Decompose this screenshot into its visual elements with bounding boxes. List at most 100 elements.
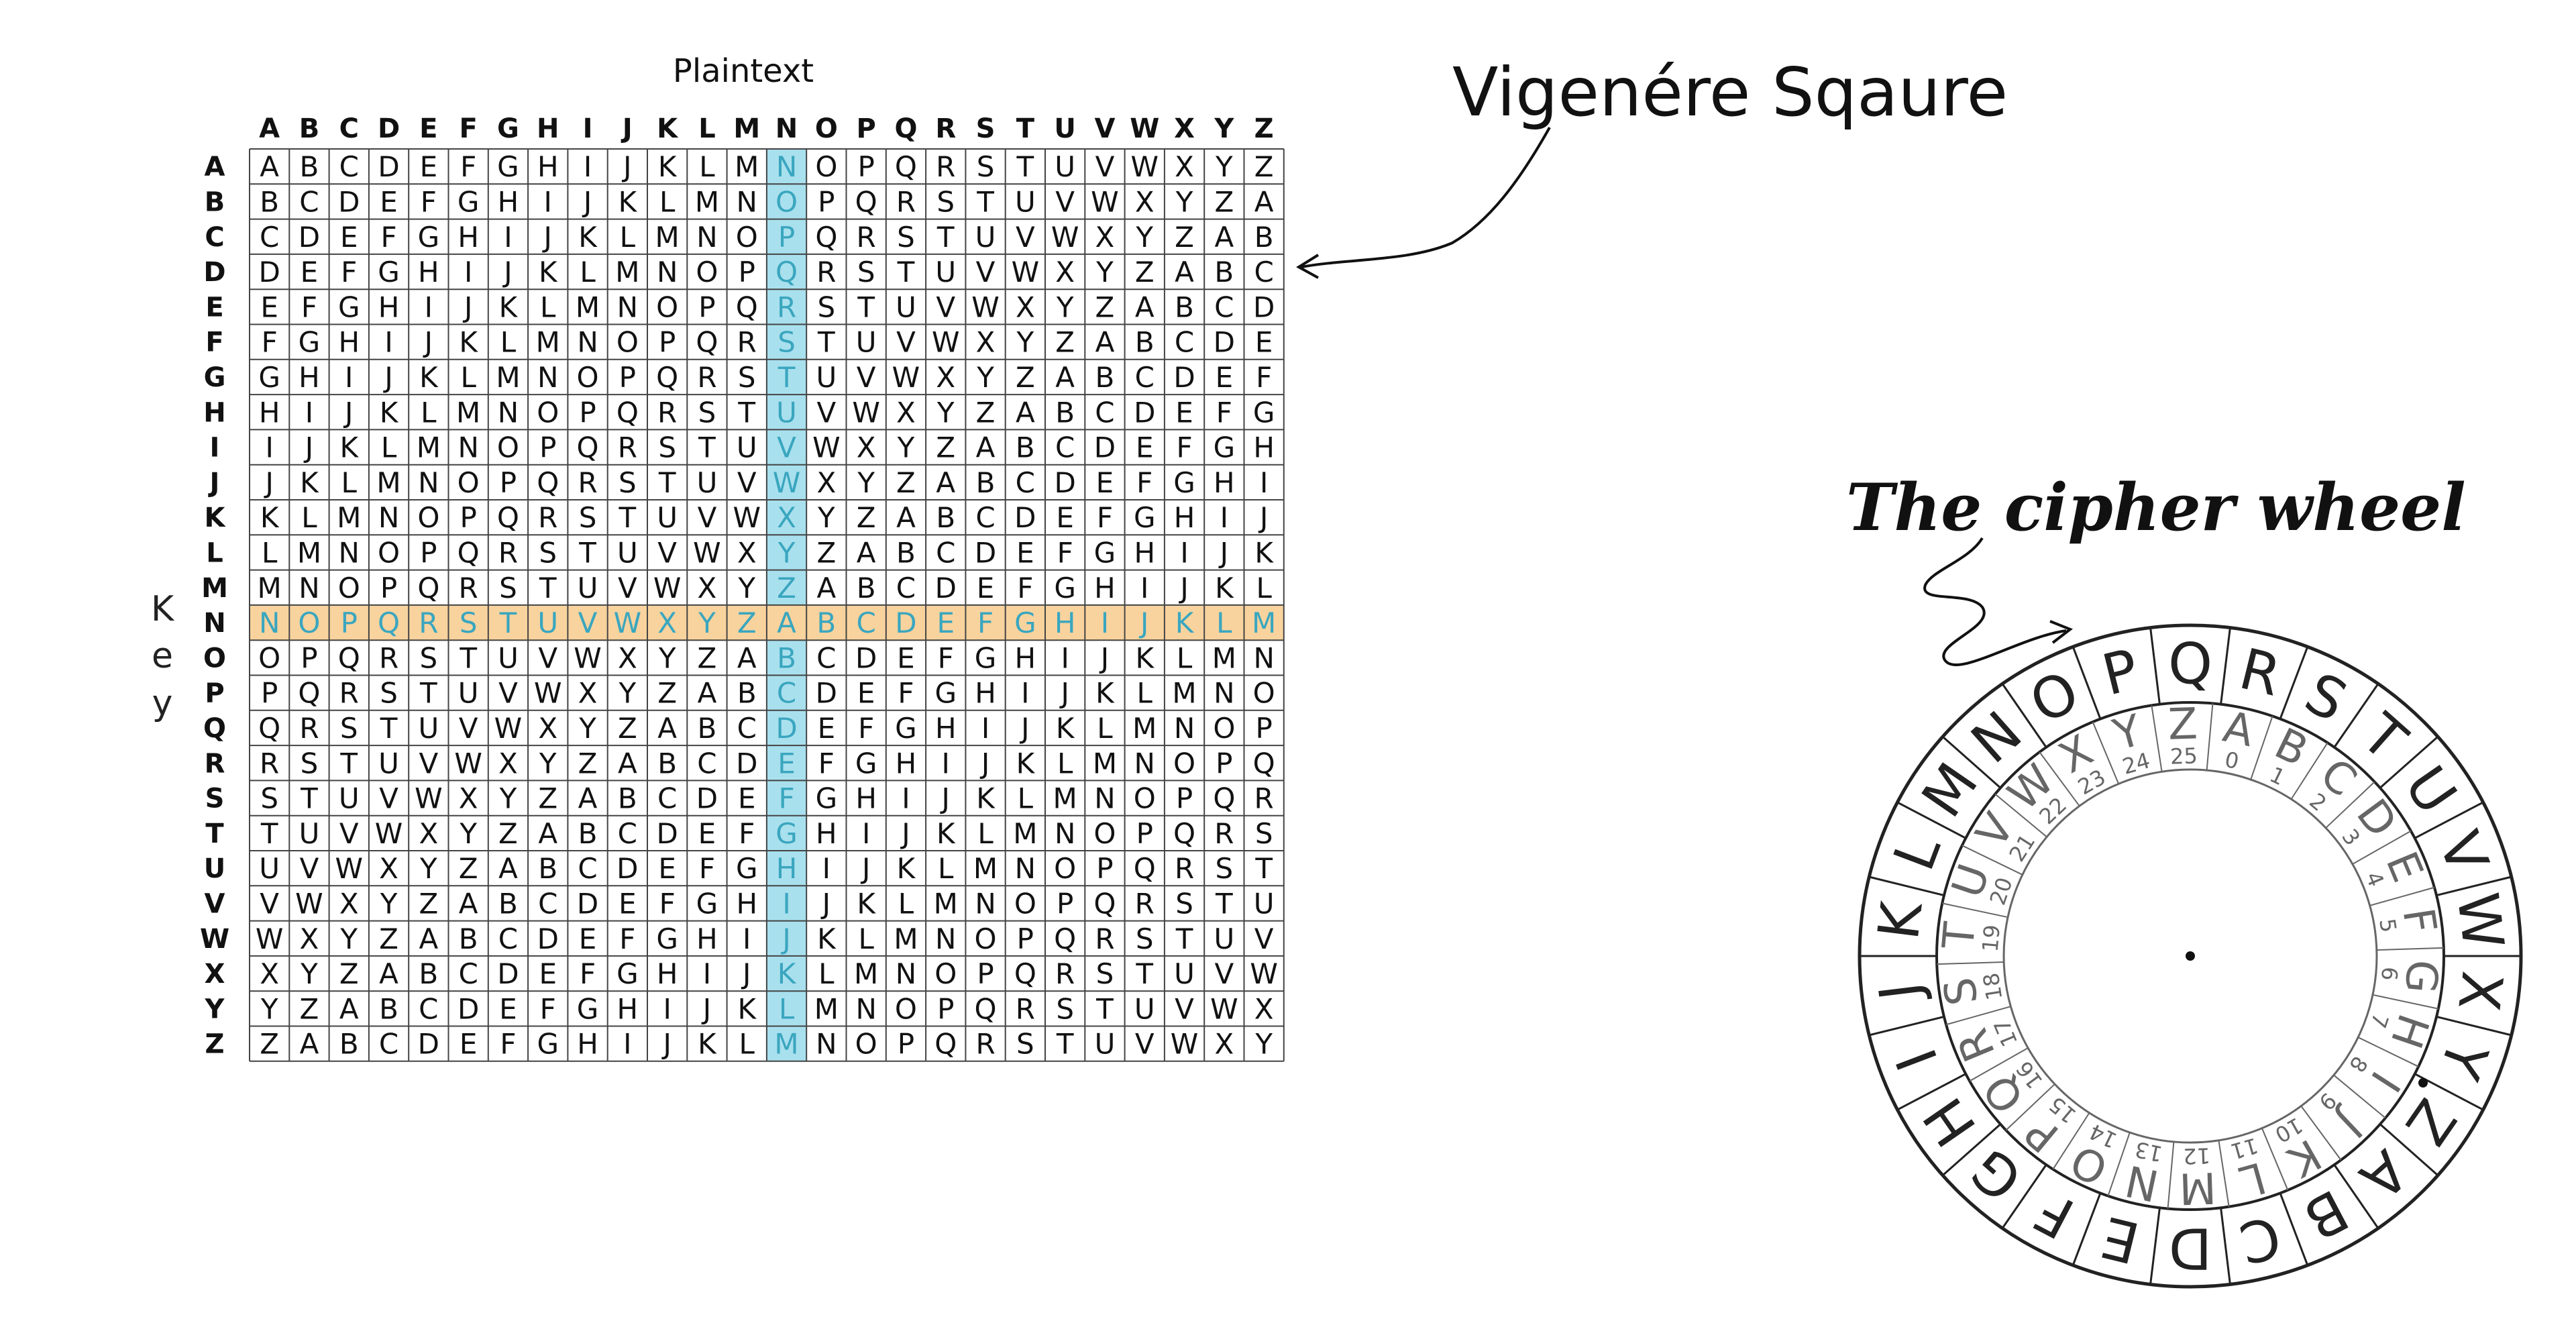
square-cell: A [1095, 326, 1115, 359]
square-cell: Y [539, 747, 557, 780]
square-cell: H [418, 256, 439, 288]
key-header-letter: A [205, 152, 225, 182]
square-cell: P [1057, 887, 1073, 920]
outer-ring-divider [1868, 876, 1945, 896]
square-cell: L [421, 396, 437, 429]
square-cell: R [618, 431, 637, 464]
square-cell: E [301, 256, 319, 288]
cipher-wheel-label: The cipher wheel [1846, 470, 2466, 545]
square-cell: D [577, 887, 598, 920]
inner-ring-divider [2352, 830, 2412, 865]
square-cell: L [1216, 606, 1232, 639]
square-cell: U [259, 852, 280, 885]
square-cell: I [1101, 606, 1109, 639]
square-cell: U [1134, 992, 1155, 1025]
square-cell: R [975, 1028, 995, 1061]
square-cell: D [935, 572, 957, 604]
inner-ring-divider [2376, 947, 2444, 951]
square-cell: B [737, 677, 757, 710]
square-cell: X [419, 817, 438, 850]
square-cell: Z [976, 396, 996, 429]
key-label-y: y [152, 683, 173, 723]
square-cell: M [934, 887, 958, 920]
inner-ring-divider [2167, 1141, 2175, 1209]
square-cell: C [260, 221, 279, 254]
square-cell: W [1210, 992, 1238, 1025]
square-cell: Y [1016, 326, 1034, 359]
square-cell: V [777, 431, 796, 464]
key-header-letter: O [203, 643, 226, 674]
square-cell: E [777, 747, 796, 780]
square-cell: J [542, 221, 552, 254]
inner-ring-number: 19 [1977, 924, 2004, 953]
plaintext-header-letter: I [583, 113, 593, 144]
square-cell: Y [658, 641, 676, 674]
square-cell: R [1135, 887, 1155, 920]
square-cell: B [379, 992, 398, 1025]
square-cell: U [458, 677, 479, 710]
square-cell: E [897, 641, 915, 674]
inner-ring-divider [2206, 703, 2214, 771]
square-cell: O [1173, 747, 1195, 780]
outer-ring-divider [2001, 683, 2047, 748]
square-cell: G [656, 922, 678, 955]
square-cell: Q [696, 326, 718, 359]
square-cell: I [1061, 641, 1069, 674]
square-cell: K [459, 326, 478, 359]
square-cell: G [696, 887, 718, 920]
square-cell: Q [497, 501, 519, 534]
plaintext-header-letter: K [657, 113, 679, 144]
square-cell: W [1250, 957, 1278, 990]
square-cell: E [260, 290, 278, 323]
square-cell: I [1220, 501, 1228, 534]
square-cell: A [698, 677, 717, 710]
square-cell: Y [1215, 150, 1233, 183]
square-cell: F [301, 290, 317, 323]
outer-ring-divider [2436, 876, 2512, 896]
square-cell: Z [1214, 185, 1234, 218]
square-cell: U [299, 817, 320, 850]
square-cell: C [856, 606, 875, 639]
square-cell: O [338, 572, 360, 604]
key-header-letter: V [205, 888, 225, 919]
plaintext-header-letter: G [497, 113, 519, 144]
square-cell: Z [1135, 256, 1155, 288]
square-cell: P [659, 326, 676, 359]
inner-ring-divider [1962, 845, 2023, 876]
wheel-annotation-squiggle [1923, 537, 2067, 666]
square-cell: A [976, 431, 996, 464]
square-cell: F [977, 606, 994, 639]
square-cell: V [1175, 992, 1194, 1025]
square-cell: T [1056, 1028, 1074, 1061]
square-cell: N [816, 1028, 837, 1061]
square-cell: M [854, 957, 878, 990]
square-cell: P [739, 256, 755, 288]
square-cell: W [614, 606, 642, 639]
square-cell: K [380, 396, 399, 429]
square-cell: I [1021, 677, 1029, 710]
square-cell: B [1016, 431, 1035, 464]
square-cell: T [459, 641, 477, 674]
square-cell: B [1135, 326, 1155, 359]
outer-ring-divider [2279, 1192, 2309, 1266]
square-cell: C [1135, 361, 1155, 394]
square-cell: M [337, 501, 361, 534]
outer-ring-divider [2149, 627, 2161, 704]
square-cell: C [1214, 290, 1234, 323]
square-cell: P [579, 396, 596, 429]
square-cell: H [657, 957, 678, 990]
square-cell: V [618, 572, 637, 604]
square-cell: I [384, 326, 392, 359]
square-cell: F [1256, 361, 1272, 394]
inner-ring-divider [2107, 1132, 2131, 1196]
key-header-letter: F [205, 327, 223, 358]
square-cell: C [618, 817, 637, 850]
square-cell: Z [618, 712, 637, 745]
square-cell: R [777, 290, 796, 323]
square-cell: R [1095, 922, 1114, 955]
square-cell: W [773, 466, 801, 499]
square-cell: H [1174, 501, 1195, 534]
square-cell: J [900, 817, 910, 850]
square-cell: B [896, 536, 916, 569]
square-cell: M [973, 852, 998, 885]
